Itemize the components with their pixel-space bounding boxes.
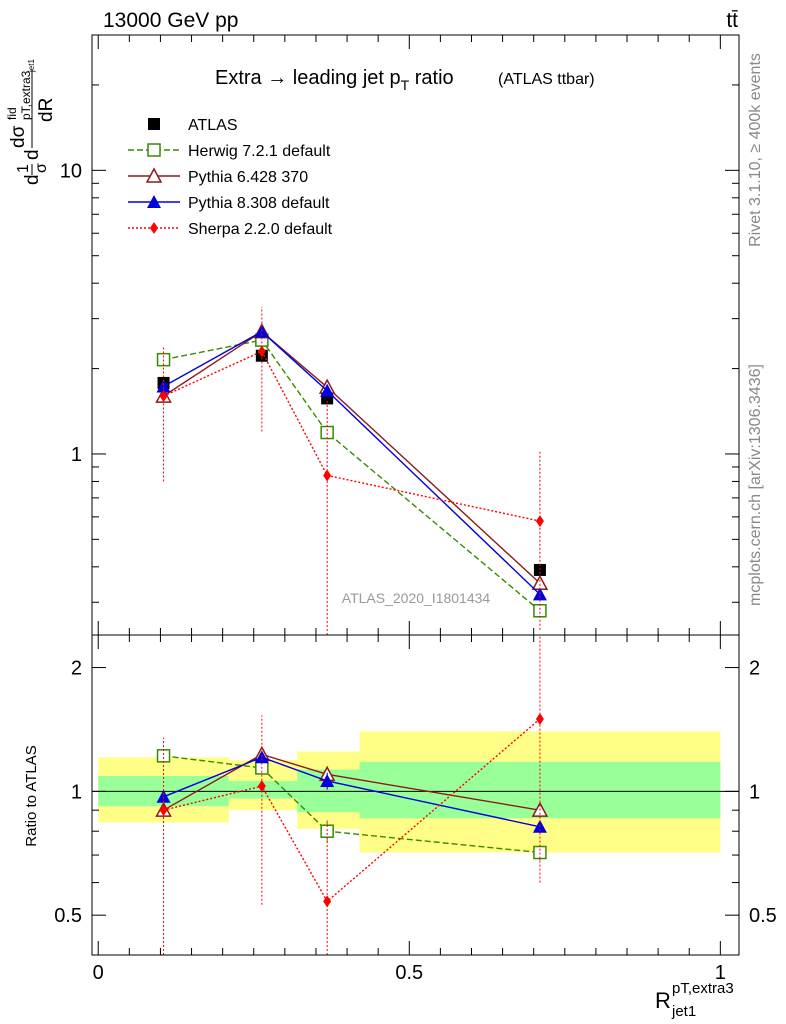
ratio-series-line-2 (163, 756, 541, 828)
main-series-line-2 (163, 330, 541, 584)
main-ylabel-one: 1 (15, 164, 32, 173)
legend-entry-3: Pythia 8.308 default (128, 195, 330, 212)
header-right: tt̄ (726, 9, 738, 32)
main-series-3 (156, 324, 547, 601)
main-point-3-0 (156, 379, 171, 393)
main-series-4 (159, 306, 544, 635)
main-ytick-label-1: 10 (60, 160, 82, 182)
ratio-point-3-3 (535, 712, 544, 725)
legend-label-0: ATLAS (188, 117, 238, 134)
main-ytick-label-0: 1 (71, 444, 82, 466)
x-label-sub: jet1 (671, 1003, 696, 1020)
main-series-0 (157, 349, 546, 577)
legend-label-2: Pythia 6.428 370 (188, 169, 308, 186)
ratio-point-3-0 (159, 804, 168, 817)
legend-marker-3 (147, 195, 161, 208)
ratio-ytick-label-right-0: 0.5 (749, 905, 777, 927)
main-ylabel-dsigma: dσ (8, 125, 29, 148)
ratio-xtick-label-1: 0.5 (395, 962, 423, 984)
main-point-4-3 (535, 515, 544, 528)
main-title-text: Extra → leading jet p (215, 67, 401, 89)
legend-label-1: Herwig 7.2.1 default (188, 143, 331, 160)
ratio-ytick-label-left-0: 0.5 (54, 905, 82, 927)
main-ylabel-d2: d (22, 149, 43, 160)
ratio-ytick-label-right-1: 1 (749, 781, 760, 803)
ratio-series-line-1 (163, 753, 541, 811)
ratio-point-2-2 (320, 773, 335, 787)
main-point-3-2 (320, 383, 335, 397)
main-ylabel-pt: pT,extra3 (19, 70, 33, 120)
main-point-1-3 (533, 604, 547, 618)
legend: ATLAS Herwig 7.2.1 default Pythia 6.428 37… (128, 117, 333, 238)
x-label-main: R (655, 988, 671, 1013)
main-series-line-1 (163, 339, 541, 612)
main-series-line-4 (163, 350, 541, 522)
main-ylabel-sigma: σ (33, 163, 50, 173)
main-ylabel-d1: d (22, 174, 43, 185)
x-label-sup: pT,extra3 (672, 980, 734, 997)
main-ylabel: d 1 σ d dσ fid pT,extra3 jet1 dR (5, 59, 57, 185)
ratio-point-3-1 (257, 780, 266, 793)
ratio-frame (91, 634, 740, 956)
main-title-rest: ratio (409, 67, 453, 89)
main-point-3-3 (532, 587, 547, 601)
rivet-label: Rivet 3.1.10, ≥ 400k events (747, 53, 764, 247)
legend-label-3: Pythia 8.308 default (188, 195, 330, 212)
ratio-ytick-label-left-2: 2 (71, 658, 82, 680)
main-series-1 (156, 333, 547, 618)
main-ylabel-dr: dR (36, 98, 57, 122)
main-panel: 1 10 Extra → leading jet pT ratio (ATLAS … (5, 34, 740, 636)
legend-label-4: Sherpa 2.2.0 default (188, 221, 333, 238)
ratio-ytick-label-left-1: 1 (71, 781, 82, 803)
ratio-ytick-label-right-2: 2 (749, 658, 760, 680)
ratio-point-0-0 (156, 749, 171, 763)
legend-marker-0 (148, 118, 160, 130)
legend-entry-2: Pythia 6.428 370 (128, 167, 308, 186)
main-point-4-1 (257, 345, 266, 358)
ratio-panel: 0.5 0.5 1 1 2 2 0 0.5 1 Ratio to ATLAS R pT,extr… (23, 634, 777, 1020)
legend-entry-1: Herwig 7.2.1 default (128, 143, 331, 160)
main-series-2 (155, 323, 549, 591)
main-point-1-2 (320, 425, 334, 440)
main-title: Extra → leading jet pT ratio (215, 67, 454, 93)
ratio-point-2-0 (156, 789, 171, 803)
legend-marker-2 (145, 167, 163, 183)
ratio-point-0-2 (320, 824, 334, 838)
ratio-series-3 (159, 635, 544, 955)
legend-entry-4: Sherpa 2.2.0 default (128, 221, 333, 238)
mcplots-label: mcplots.cern.ch [arXiv:1306.3436] (747, 364, 764, 606)
main-point-4-2 (323, 469, 332, 482)
watermark: ATLAS_2020_I1801434 (342, 590, 491, 606)
x-label: R (655, 988, 671, 1013)
main-title-sub: T (401, 77, 410, 93)
ratio-point-3-2 (323, 895, 332, 908)
main-ylabel-jet1: jet1 (27, 59, 36, 73)
ratio-point-2-1 (254, 750, 269, 764)
legend-marker-4 (150, 222, 158, 234)
main-ylabel-fid: fid (5, 107, 19, 120)
main-title-suffix: (ATLAS ttbar) (498, 71, 595, 88)
ratio-xtick-label-2: 1 (715, 962, 726, 984)
ratio-series-line-0 (163, 755, 540, 854)
header-left: 13000 GeV pp (103, 9, 238, 32)
legend-entry-0: ATLAS (148, 117, 238, 134)
main-point-0-3 (533, 563, 546, 576)
ratio-series-line-3 (163, 718, 541, 903)
main-point-4-0 (159, 390, 168, 403)
ratio-ylabel: Ratio to ATLAS (23, 745, 40, 846)
legend-marker-1 (147, 143, 161, 157)
main-series-line-3 (163, 330, 541, 595)
ratio-xtick-label-0: 0 (93, 962, 104, 984)
